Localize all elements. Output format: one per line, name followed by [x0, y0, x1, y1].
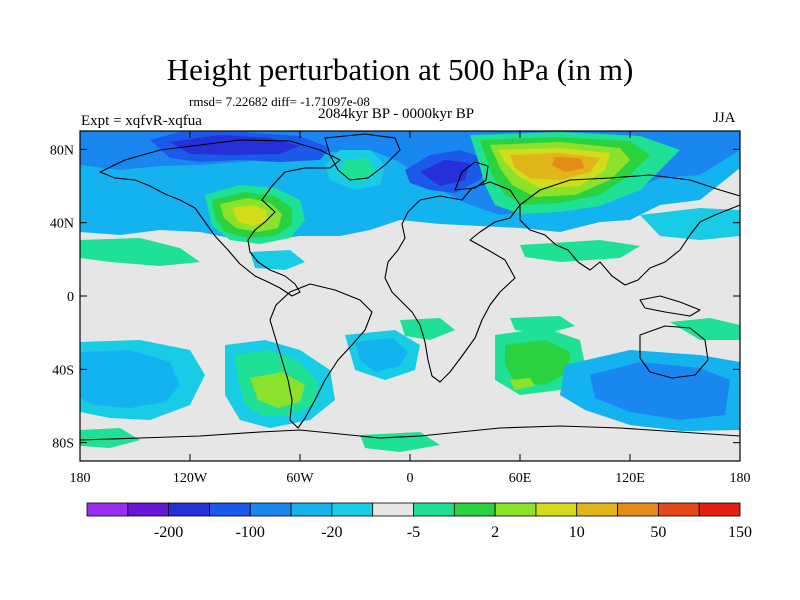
north-america-positive-anomaly — [205, 185, 305, 244]
colorbar-label: -5 — [407, 524, 420, 541]
southern-anomalies — [80, 328, 740, 461]
colorbar-swatch — [127, 502, 170, 517]
colorbar-label: 50 — [650, 524, 666, 541]
colorbar-swatch — [249, 502, 292, 517]
colorbar-label: 150 — [728, 524, 752, 541]
lon-tick-label: 60E — [509, 471, 532, 486]
period-text: 2084kyr BP - 0000kyr BP — [318, 106, 475, 122]
lon-tick-label: 120E — [615, 471, 645, 486]
lat-tick-label: 80S — [52, 437, 74, 452]
colorbar-label: -200 — [154, 524, 183, 541]
season-label: JJA — [713, 110, 736, 126]
lat-tick-label: 80N — [50, 143, 74, 158]
coast-south-america — [269, 283, 373, 429]
colorbar-swatch — [535, 502, 578, 517]
coast-indonesia — [639, 295, 701, 317]
colorbar-swatch — [657, 502, 700, 517]
colorbar-swatch — [372, 502, 414, 517]
colorbar-swatch — [453, 502, 496, 517]
lon-tick-label: 180 — [730, 471, 751, 486]
coast-scandinavia — [454, 161, 489, 191]
eurasia-positive-anomaly — [470, 132, 680, 214]
colorbar-swatch — [290, 502, 333, 517]
coast-australia — [639, 325, 709, 379]
stats-text: rmsd= 7.22682 diff= -1.71097e-08 — [189, 94, 370, 109]
lat-tick-label: 0 — [67, 290, 74, 305]
colorbar-swatch — [494, 502, 537, 517]
colorbar-label: 10 — [569, 524, 585, 541]
lon-tick-label: 0 — [407, 471, 414, 486]
latitude-axis: 80N 40N 0 40S 80S — [50, 143, 740, 452]
colorbar-swatch — [331, 502, 374, 517]
coast-greenland — [324, 133, 401, 181]
longitude-axis: 180 120W 60W 0 60E 120E 180 — [70, 131, 751, 486]
colorbar: -200 -100 -20 -5 2 10 50 150 — [86, 502, 752, 541]
coast-asia — [519, 174, 740, 286]
colorbar-swatch — [576, 502, 618, 517]
lon-tick-label: 120W — [173, 471, 208, 486]
colorbar-label: -20 — [321, 524, 342, 541]
lon-tick-label: 60W — [286, 471, 314, 486]
colorbar-swatch — [209, 502, 251, 517]
colorbar-swatch — [86, 502, 129, 517]
lat-tick-label: 40S — [52, 363, 74, 378]
coast-europe-africa — [384, 181, 521, 383]
colorbar-label: -100 — [236, 524, 265, 541]
colorbar-swatch — [698, 502, 741, 517]
map-title: Height perturbation at 500 hPa (in m) — [166, 52, 634, 87]
lat-tick-label: 40N — [50, 217, 74, 232]
map-field — [80, 131, 740, 461]
coast-antarctica — [80, 425, 740, 441]
coastlines — [80, 133, 740, 441]
coast-north-america — [99, 139, 341, 297]
colorbar-label: 2 — [491, 524, 499, 541]
colorbar-swatch — [168, 502, 210, 517]
lon-tick-label: 180 — [70, 471, 91, 486]
experiment-label: Expt = xqfvR-xqfua — [81, 113, 202, 129]
colorbar-swatch — [413, 502, 455, 517]
colorbar-swatch — [617, 502, 659, 517]
tropical-anomalies — [80, 208, 740, 340]
